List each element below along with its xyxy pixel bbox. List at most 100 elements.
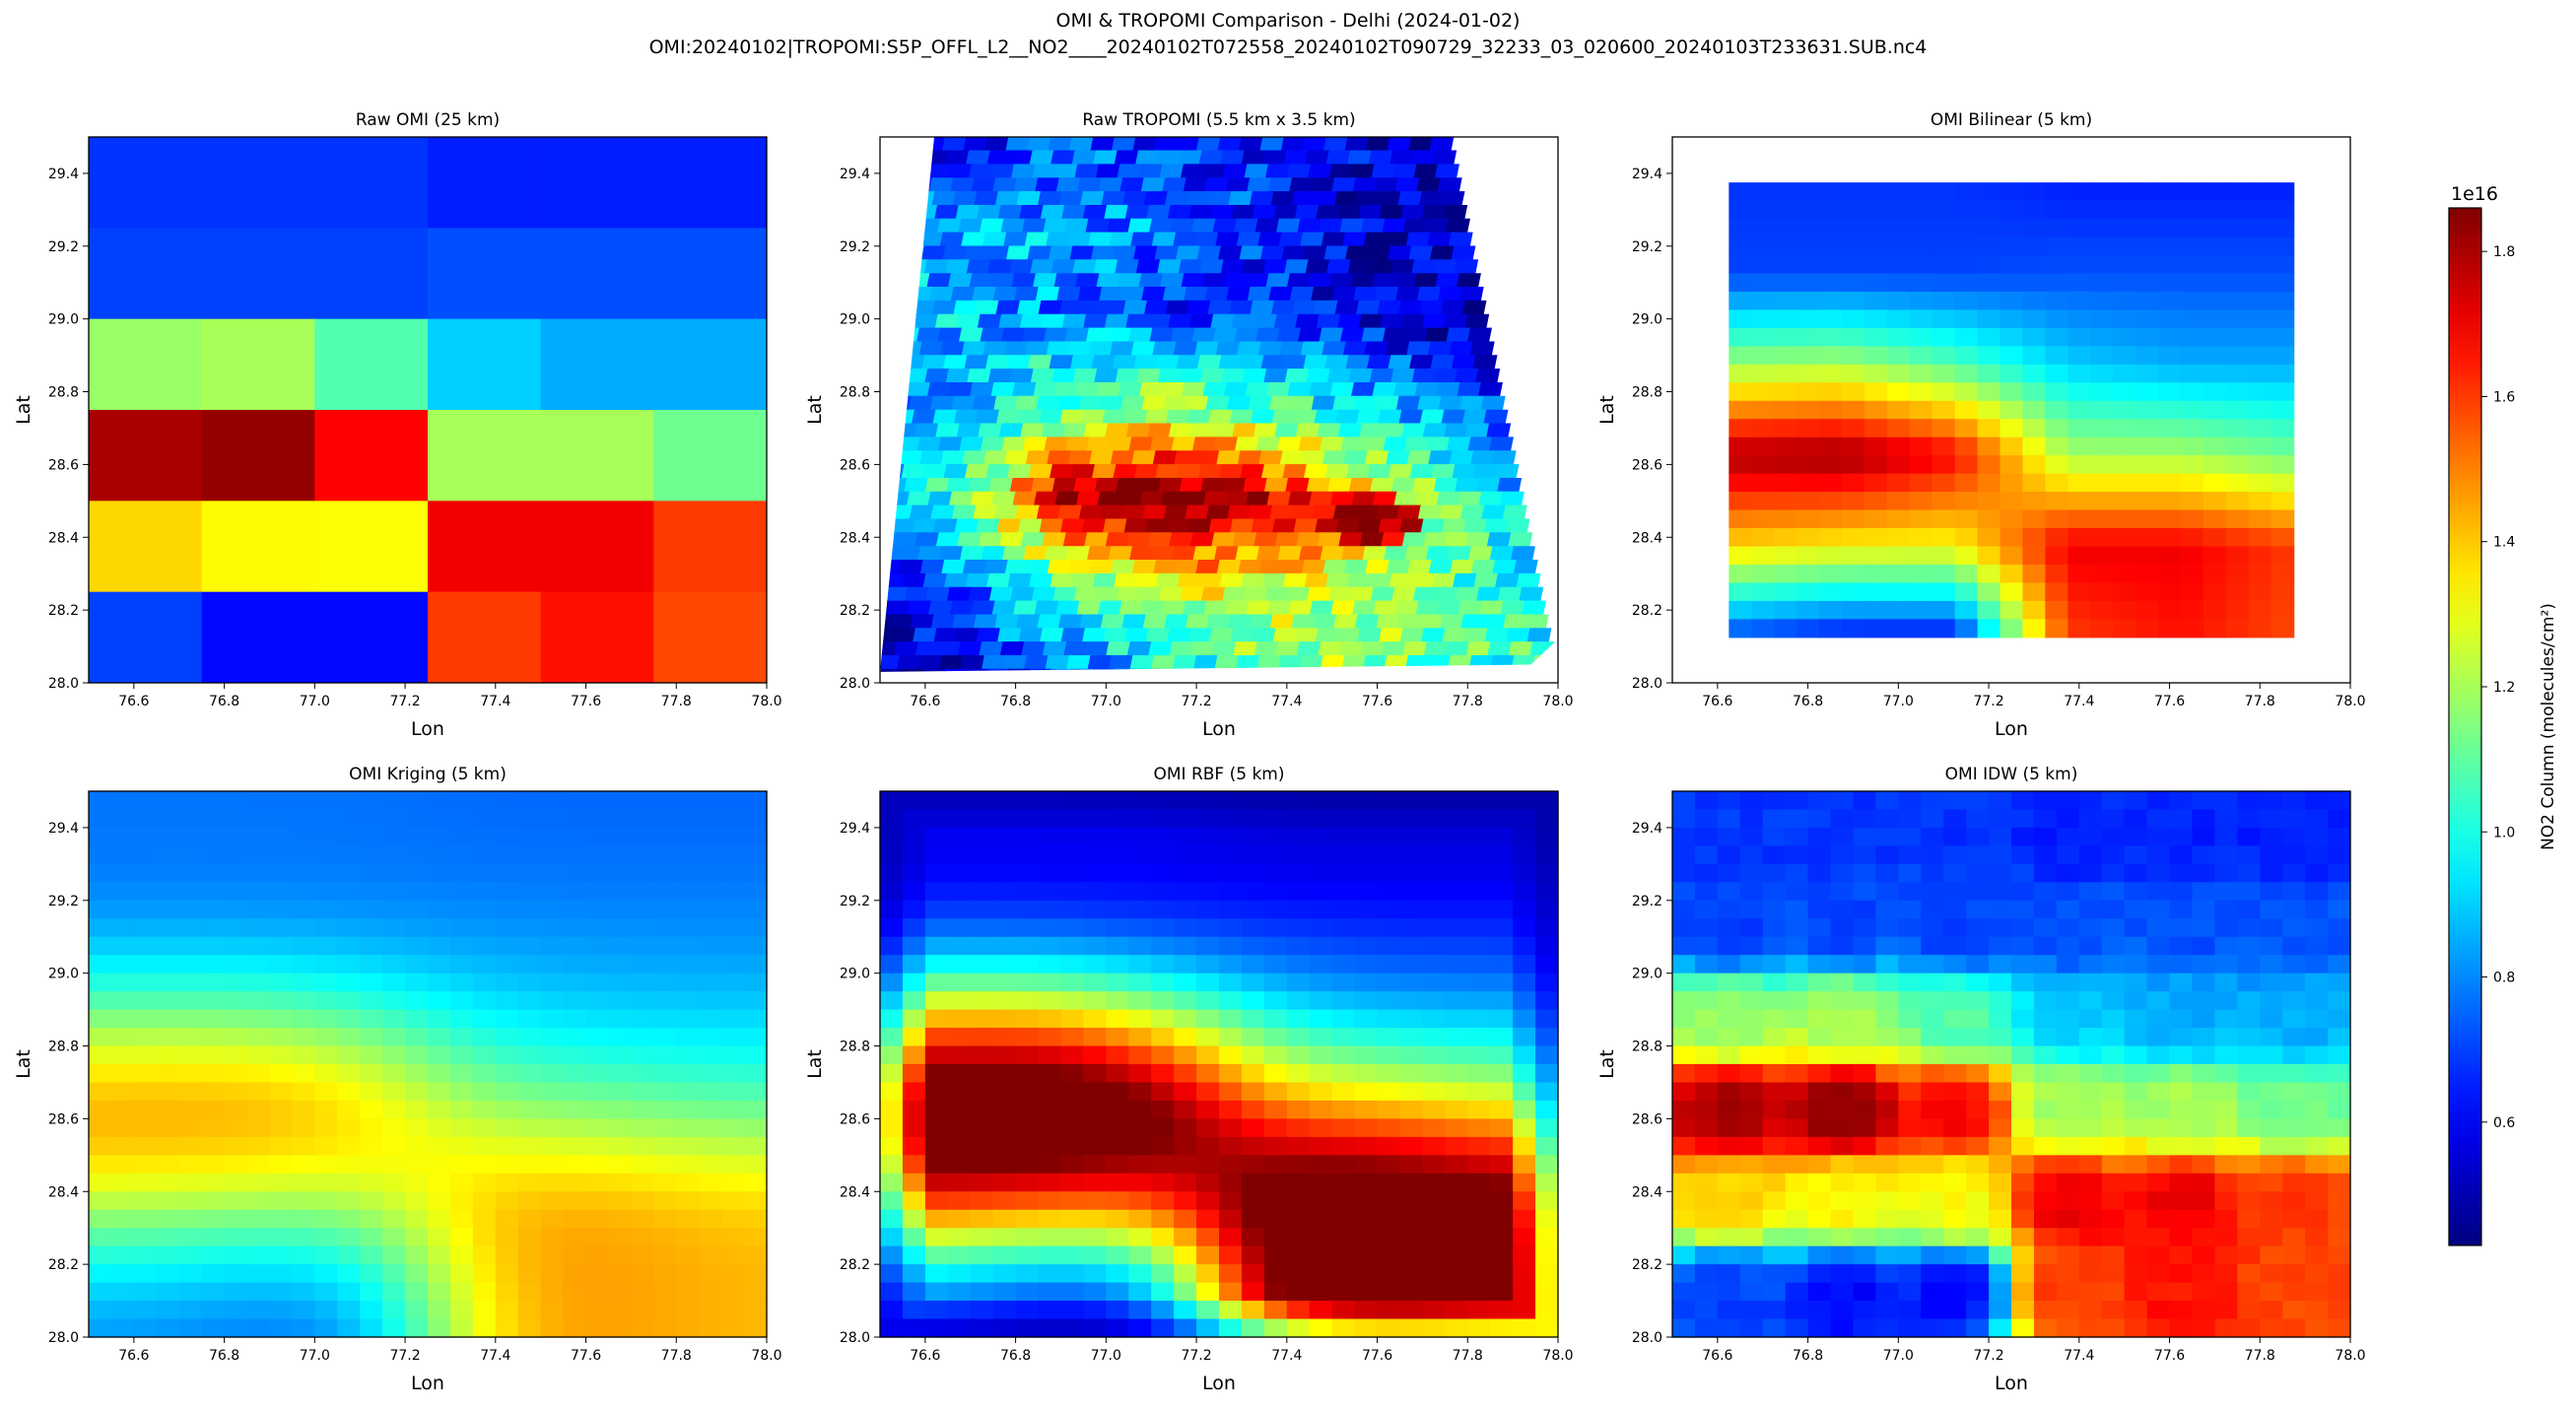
tropomi-pixel — [1291, 614, 1317, 629]
rbf-cell — [880, 1082, 904, 1102]
tropomi-pixel — [1003, 232, 1029, 247]
tropomi-pixel — [1416, 286, 1442, 302]
idw-cell — [1943, 918, 1967, 938]
bilinear-cell — [2068, 309, 2091, 329]
panel-title: OMI IDW (5 km) — [1945, 765, 2078, 784]
kriging-cell — [449, 863, 474, 883]
tropomi-pixel — [799, 165, 823, 178]
bilinear-cell — [2022, 528, 2046, 548]
idw-cell — [1672, 1155, 1696, 1175]
rbf-cell — [970, 1028, 994, 1047]
kriging-cell — [201, 882, 226, 902]
bilinear-cell — [2181, 182, 2204, 202]
rbf-cell — [1354, 900, 1379, 919]
bilinear-cell — [2248, 509, 2272, 529]
tropomi-pixel — [1218, 464, 1244, 479]
kriging-cell — [676, 1082, 700, 1102]
rbf-cell — [1196, 1064, 1220, 1084]
kriging-cell — [382, 1209, 406, 1229]
idw-cell — [2192, 973, 2215, 992]
idw-cell — [2078, 1028, 2103, 1047]
omi-cell — [540, 501, 654, 593]
kriging-cell — [133, 1028, 158, 1047]
rbf-cell — [1174, 936, 1197, 956]
kriging-cell — [382, 809, 406, 829]
tropomi-pixel — [1082, 628, 1107, 642]
tropomi-pixel — [1042, 532, 1067, 547]
tropomi-pixel — [1048, 668, 1073, 672]
tropomi-pixel — [1319, 327, 1344, 343]
bilinear-cell — [1977, 346, 2001, 366]
tropomi-pixel — [1205, 395, 1231, 411]
tropomi-pixel — [1437, 177, 1462, 192]
tropomi-pixel — [1121, 614, 1147, 629]
tropomi-pixel — [1067, 450, 1093, 465]
kriging-cell — [585, 1209, 610, 1229]
tropomi-pixel — [1091, 464, 1117, 479]
tropomi-pixel — [1269, 614, 1295, 629]
idw-cell — [1853, 845, 1876, 865]
kriging-cell — [405, 1136, 429, 1156]
bilinear-cell — [1954, 200, 1979, 220]
tropomi-pixel — [1096, 381, 1121, 397]
rbf-cell — [1196, 1264, 1220, 1284]
bilinear-cell — [1864, 273, 1888, 293]
tropomi-pixel — [829, 205, 852, 219]
rbf-cell — [1219, 1245, 1243, 1265]
tropomi-pixel — [1491, 450, 1517, 465]
rbf-cell — [880, 1318, 904, 1338]
rbf-cell — [992, 936, 1017, 956]
rbf-cell — [1467, 1155, 1491, 1175]
bilinear-cell — [2203, 400, 2227, 420]
tropomi-pixel — [880, 586, 887, 602]
kriging-cell — [133, 1118, 158, 1138]
bilinear-cell — [1774, 436, 1797, 456]
y-tick-label: 28.4 — [840, 530, 870, 546]
kriging-cell — [472, 809, 497, 829]
kriging-cell — [676, 1282, 700, 1302]
rbf-cell — [1377, 1082, 1401, 1102]
idw-cell — [2056, 1173, 2080, 1192]
kriging-cell — [156, 936, 180, 956]
tropomi-pixel — [908, 177, 933, 192]
rbf-cell — [880, 1155, 904, 1175]
tropomi-pixel — [909, 504, 934, 520]
kriging-cell — [744, 1045, 768, 1065]
rbf-cell — [1083, 1155, 1107, 1175]
idw-cell — [2101, 900, 2126, 919]
kriging-cell — [110, 1045, 135, 1065]
kriging-cell — [744, 845, 768, 865]
kriging-cell — [517, 1301, 542, 1320]
idw-cell — [2260, 845, 2283, 865]
tropomi-pixel — [1096, 273, 1121, 288]
tropomi-pixel — [995, 409, 1021, 425]
kriging-cell — [224, 1318, 248, 1338]
tropomi-pixel — [1339, 327, 1365, 343]
bilinear-cell — [2135, 600, 2159, 620]
kriging-cell — [360, 882, 383, 902]
rbf-cell — [1490, 1028, 1514, 1047]
kriging-cell — [699, 1155, 722, 1175]
tropomi-pixel — [880, 572, 906, 588]
rbf-cell — [924, 845, 949, 865]
tropomi-pixel — [1176, 464, 1201, 479]
tropomi-pixel — [1304, 572, 1329, 588]
tropomi-pixel — [1147, 532, 1173, 547]
kriging-cell — [405, 1009, 429, 1029]
tropomi-pixel — [1302, 668, 1327, 672]
kriging-cell — [449, 973, 474, 992]
rbf-cell — [924, 791, 949, 811]
rbf-cell — [1535, 1282, 1559, 1302]
rbf-cell — [1309, 991, 1333, 1011]
kriging-cell — [744, 973, 768, 992]
tropomi-pixel — [794, 137, 818, 151]
rbf-cell — [1263, 882, 1288, 902]
rbf-cell — [1513, 1245, 1536, 1265]
kriging-cell — [495, 1209, 519, 1229]
bilinear-cell — [2248, 528, 2272, 548]
bilinear-cell — [2045, 346, 2068, 366]
tropomi-pixel — [917, 546, 942, 561]
idw-cell — [2146, 1064, 2171, 1084]
rbf-cell — [1174, 1082, 1197, 1102]
bilinear-cell — [1886, 619, 1911, 638]
